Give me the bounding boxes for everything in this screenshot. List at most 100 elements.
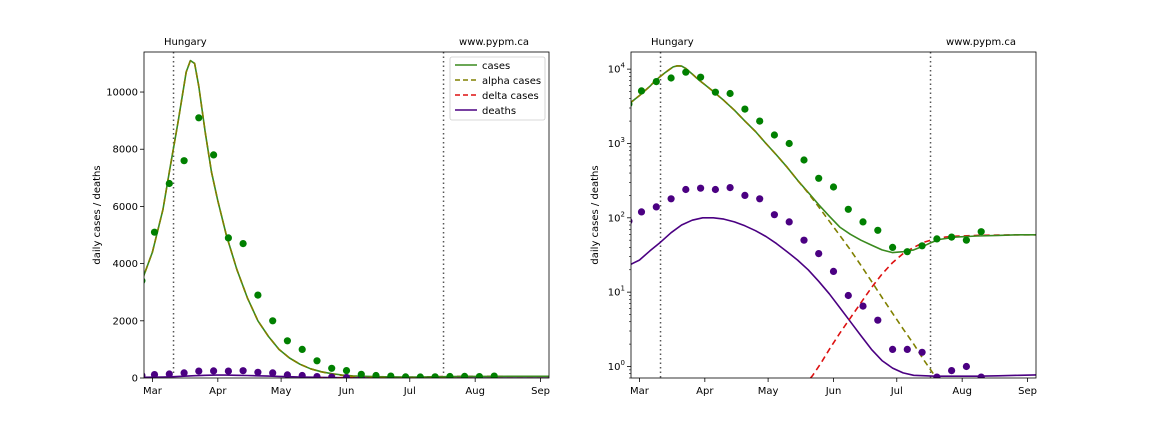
right-deaths-point-21	[933, 373, 941, 378]
left-deaths-point-3	[180, 369, 188, 377]
right-y-tick-label-3: 103	[608, 136, 625, 150]
right-deaths-point-10	[770, 211, 779, 219]
linear-panel: Hungary www.pypm.ca daily cases / deaths…	[92, 37, 550, 397]
left-x-tick-label-0: Mar	[143, 386, 163, 397]
left-deaths-point-6	[224, 367, 232, 375]
right-cases-point-16	[859, 218, 867, 226]
right-deaths-point-3	[667, 195, 675, 203]
right-deaths-point-2	[652, 203, 660, 211]
legend-delta-label: delta cases	[482, 91, 539, 102]
right-deaths-point-19	[903, 345, 911, 353]
left-cases-point-8	[254, 291, 262, 299]
right-deaths-point-12	[800, 236, 808, 244]
right-cases-point-9	[756, 117, 764, 125]
right-region-label: Hungary	[651, 37, 694, 48]
left-source-label: www.pypm.ca	[459, 37, 529, 48]
left-y-axis-label: daily cases / deaths	[92, 165, 103, 264]
right-deaths-point-23	[962, 362, 971, 371]
left-axes-layer: Mar Apr May Jun Jul Aug Sep 0 2000 4000 6000 8000 10…	[106, 88, 550, 397]
left-cases-point-15	[357, 370, 365, 378]
right-cases-point-8	[741, 105, 749, 113]
right-cases-point-23	[962, 236, 971, 244]
right-deaths-point-22	[948, 367, 956, 375]
right-deaths-point-18	[889, 345, 897, 353]
right-source-label: www.pypm.ca	[946, 37, 1016, 48]
left-x-tick-label-3: Jun	[338, 386, 355, 397]
right-deaths-point-20	[918, 348, 926, 356]
right-deaths-point-16	[859, 302, 867, 310]
right-alpha-line	[631, 65, 938, 378]
left-cases-point-20	[431, 373, 439, 378]
right-delta-line	[809, 234, 1036, 378]
left-cases-point-0	[144, 277, 146, 284]
right-y-axis-label: daily cases / deaths	[590, 165, 601, 264]
left-y-tick-label-2: 4000	[113, 259, 138, 270]
left-y-tick-label-4: 8000	[113, 145, 138, 156]
right-deaths-point-11	[785, 218, 793, 226]
right-y-tick-label-2: 102	[608, 210, 625, 224]
left-cases-point-6	[224, 234, 232, 242]
right-series-layer	[631, 52, 1036, 378]
left-cases-point-9	[269, 317, 277, 325]
right-deaths-point-4	[682, 185, 690, 194]
left-cases-point-5	[210, 151, 218, 159]
left-deaths-point-1	[150, 371, 159, 378]
right-x-tick-label-3: Jun	[825, 386, 842, 397]
left-series-layer	[144, 52, 549, 378]
right-cases-point-4	[682, 68, 690, 76]
right-deaths-point-13	[815, 250, 823, 258]
left-cases-point-21	[446, 372, 454, 378]
right-cases-point-19	[903, 248, 911, 256]
left-deaths-point-2	[165, 370, 173, 378]
left-plot-area	[144, 52, 549, 378]
left-deaths-point-4	[195, 367, 203, 375]
right-axes-layer: Mar Apr May Jun Jul Aug Sep 100 101 102 103 104	[608, 62, 1037, 397]
left-cases-point-3	[180, 157, 188, 165]
right-x-tick-label-5: Aug	[952, 386, 972, 397]
right-cases-point-24	[977, 228, 985, 236]
left-alpha-line	[144, 59, 459, 378]
left-cases-point-24	[490, 372, 498, 378]
right-cases-point-20	[918, 242, 926, 250]
right-cases-point-0	[631, 101, 633, 107]
left-x-tick-label-5: Aug	[465, 386, 485, 397]
right-deaths-point-1	[637, 208, 646, 216]
log-panel: Hungary www.pypm.ca daily cases / deaths…	[590, 37, 1037, 397]
right-deaths-line	[631, 217, 1036, 377]
left-cases-point-4	[195, 114, 203, 122]
right-plot-frame	[630, 51, 1037, 379]
left-cases-point-19	[416, 373, 424, 378]
right-x-tick-label-4: Jul	[890, 386, 903, 397]
right-plot-area	[631, 52, 1036, 378]
left-region-label: Hungary	[164, 37, 207, 48]
right-y-tick-label-0: 100	[608, 359, 625, 373]
right-x-tick-label-6: Sep	[1018, 386, 1037, 397]
right-cases-point-18	[889, 243, 897, 251]
right-cases-point-10	[770, 131, 779, 139]
left-y-tick-label-1: 2000	[113, 316, 138, 327]
left-cases-point-1	[150, 228, 159, 236]
left-deaths-point-10	[283, 371, 291, 378]
right-cases-point-1	[637, 87, 646, 95]
right-cases-line	[631, 65, 1036, 254]
right-cases-point-2	[652, 78, 660, 86]
left-y-tick-label-5: 10000	[106, 88, 138, 99]
right-deaths-point-6	[711, 185, 720, 194]
right-cases-point-15	[844, 205, 852, 213]
left-x-tick-label-1: Apr	[209, 386, 227, 397]
right-cases-point-14	[829, 183, 838, 191]
right-cases-point-13	[815, 174, 823, 182]
right-cases-point-6	[711, 88, 720, 96]
right-deaths-point-8	[741, 191, 749, 199]
left-deaths-point-11	[298, 371, 306, 378]
right-x-tick-label-2: May	[758, 386, 779, 397]
legend-box	[449, 56, 546, 121]
right-deaths-point-17	[874, 316, 882, 324]
left-cases-point-7	[239, 240, 247, 248]
right-deaths-point-24	[977, 373, 985, 378]
right-y-tick-label-1: 101	[608, 285, 625, 299]
right-cases-point-21	[933, 235, 941, 243]
left-cases-point-2	[165, 179, 173, 188]
left-cases-point-17	[387, 372, 395, 378]
right-x-tick-label-1: Apr	[696, 386, 714, 397]
